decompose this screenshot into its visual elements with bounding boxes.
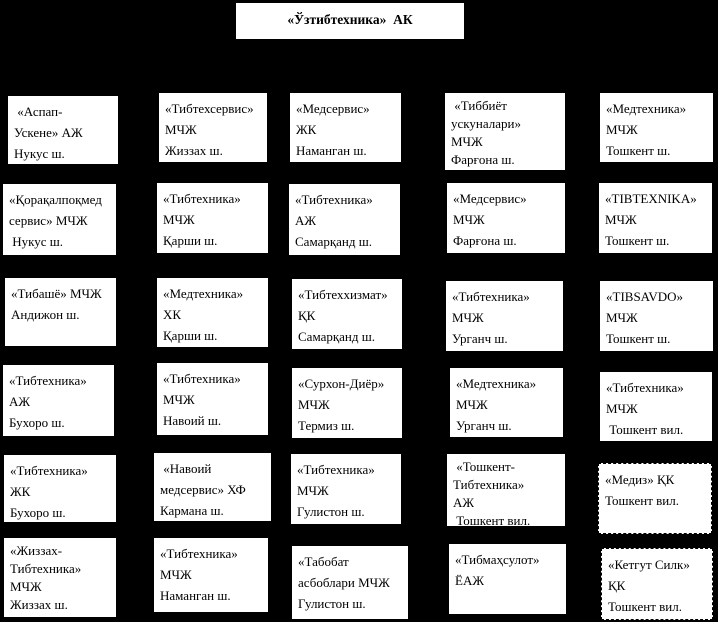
subsidiary-box-dashed: «Кетгут Силк» ҚК Тошкент вил. [601, 548, 713, 620]
subsidiary-box: «Қорақалпоқмед сервис» МЧЖ Нукус ш. [2, 183, 117, 256]
subsidiary-box: «Тибтехника» МЧЖ Урганч ш. [445, 280, 564, 352]
subsidiary-box: «Медтехника» МЧЖ Тошкент ш. [599, 92, 714, 163]
subsidiary-box: «Тибтехника» МЧЖ Наманган ш. [153, 537, 269, 613]
subsidiary-box: «TIBTEXNIKA» МЧЖ Тошкент ш. [598, 182, 713, 254]
subsidiary-box: «Тибтехника» МЧЖ Навоий ш. [156, 362, 269, 436]
subsidiary-box: «Тибмаҳсулот» ЁАЖ [448, 543, 567, 615]
subsidiary-box: «Тибтехника» ЖК Бухоро ш. [3, 454, 117, 523]
subsidiary-box: «Медсервис» ЖК Наманган ш. [289, 92, 402, 163]
parent-company-box: «Ўзтибтехника» АК [235, 2, 465, 40]
subsidiary-box: «Табобат асбоблари МЧЖ Гулистон ш. [291, 545, 409, 620]
subsidiary-box: «Тибтехника» АЖ Бухоро ш. [2, 364, 115, 437]
subsidiary-box: «Жиззах- Тибтехника» МЧЖ Жиззах ш. [3, 537, 117, 618]
subsidiary-box: «Тибашё» МЧЖ Андижон ш. [4, 277, 117, 347]
subsidiary-box: «Навоий медсервис» ХФ Кармана ш. [153, 452, 272, 522]
subsidiary-box: «Тибтехника» МЧЖ Қарши ш. [156, 182, 269, 254]
subsidiary-box: «Медтехника» ХК Қарши ш. [156, 277, 269, 348]
subsidiary-box: «Медтехника» МЧЖ Урганч ш. [449, 367, 564, 438]
subsidiary-box: «Тибтехника» МЧЖ Гулистон ш. [290, 453, 402, 525]
subsidiary-box: «Тошкент- Тибтехника» АЖ Тошкент вил. [446, 453, 566, 528]
subsidiary-box-dashed: «Медиз» ҚК Тошкент вил. [598, 463, 712, 534]
subsidiary-box: «Тиббиёт ускуналари» МЧЖ Фарғона ш. [444, 92, 566, 171]
subsidiary-box: «Тибтехника» МЧЖ Тошкент вил. [599, 371, 713, 442]
subsidiary-box: «Аспап- Ускене» АЖ Нукус ш. [7, 95, 119, 165]
subsidiary-box: «Сурхон-Диёр» МЧЖ Термиз ш. [291, 367, 403, 439]
subsidiary-box: «Тибтехсервис» МЧЖ Жиззах ш. [158, 92, 268, 163]
subsidiary-box: «Тибтехника» АЖ Самарқанд ш. [288, 183, 401, 256]
subsidiary-box: «Медсервис» МЧЖ Фарғона ш. [446, 182, 566, 254]
subsidiary-box: «Тибтеххизмат» ҚК Самарқанд ш. [291, 278, 403, 350]
subsidiary-box: «TIBSAVDO» МЧЖ Тошкент ш. [599, 280, 714, 352]
